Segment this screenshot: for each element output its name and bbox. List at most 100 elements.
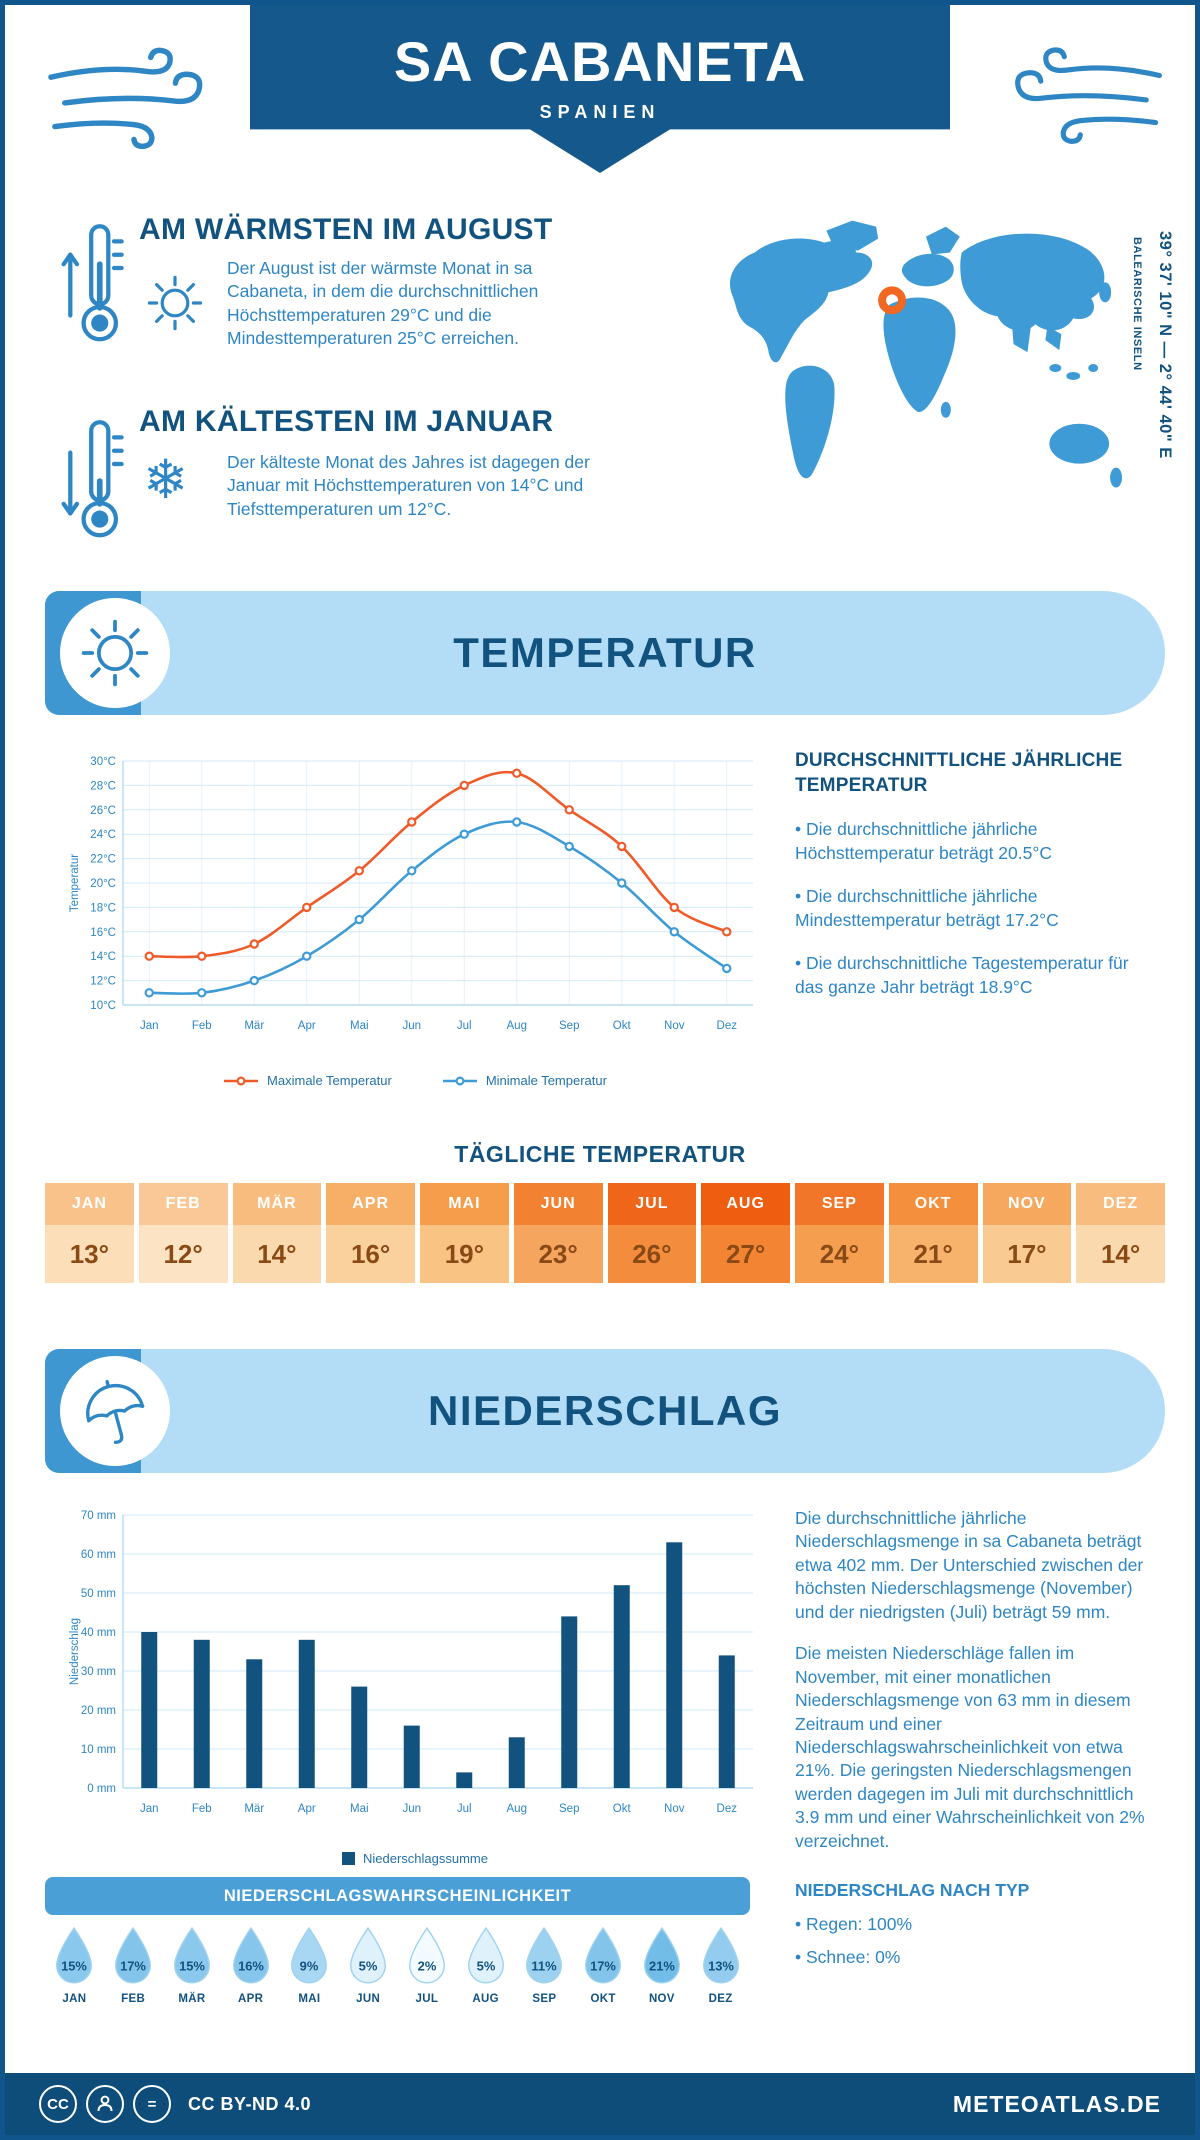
precip-probability-item: 17% FEB xyxy=(104,1925,163,2005)
svg-text:Feb: Feb xyxy=(192,1020,212,1032)
svg-text:Jun: Jun xyxy=(402,1803,421,1815)
sun-badge xyxy=(60,598,170,708)
sun-icon xyxy=(147,275,203,331)
precipitation-paragraph-2: Die meisten Niederschläge fallen im Nove… xyxy=(795,1643,1145,1851)
svg-text:70 mm: 70 mm xyxy=(81,1510,116,1522)
svg-text:5%: 5% xyxy=(476,1958,495,1973)
location-marker xyxy=(878,286,906,315)
daily-temp-value: 19° xyxy=(420,1225,509,1283)
daily-temp-month: JAN xyxy=(45,1183,134,1225)
svg-text:Jan: Jan xyxy=(140,1020,159,1032)
svg-text:5%: 5% xyxy=(359,1958,378,1973)
precipitation-paragraph-1: Die durchschnittliche jährliche Niedersc… xyxy=(795,1508,1144,1622)
page-title: SA CABANETA xyxy=(393,30,807,93)
svg-text:12°C: 12°C xyxy=(90,976,116,988)
daily-temp-value: 26° xyxy=(607,1225,697,1283)
page-subtitle: SPANIEN xyxy=(539,102,661,122)
svg-text:Aug: Aug xyxy=(507,1020,527,1032)
svg-text:18°C: 18°C xyxy=(90,902,116,914)
daily-temperature-heading: TÄGLICHE TEMPERATUR xyxy=(454,1141,746,1167)
daily-temperature-table: JAN 13° FEB 12° MÄR 14° APR 16° MAI 19° JUN 23° JUL 2… xyxy=(45,1183,1165,1283)
svg-text:60 mm: 60 mm xyxy=(81,1549,116,1561)
precip-probability-item: 15% MÄR xyxy=(163,1925,222,2005)
daily-temp-value: 21° xyxy=(888,1225,978,1283)
svg-text:16°C: 16°C xyxy=(90,927,116,939)
svg-text:15%: 15% xyxy=(179,1958,205,1973)
svg-text:21%: 21% xyxy=(649,1958,675,1973)
daily-temp-value: 16° xyxy=(326,1225,415,1283)
water-drop-icon: 15% xyxy=(56,1926,93,1984)
svg-text:17%: 17% xyxy=(590,1958,616,1973)
precip-probability-month: APR xyxy=(238,1993,264,2005)
svg-text:11%: 11% xyxy=(532,1958,558,1973)
region-label: BALEARISCHE INSELN xyxy=(1131,237,1143,371)
svg-text:17%: 17% xyxy=(120,1958,146,1973)
daily-temp-month: NOV xyxy=(982,1183,1072,1225)
daily-temp-value: 23° xyxy=(513,1225,603,1283)
legend-item: Maximale Temperatur xyxy=(223,1073,392,1088)
umbrella-badge xyxy=(60,1356,170,1466)
svg-text:Mär: Mär xyxy=(244,1803,264,1815)
precipitation-section-banner: NIEDERSCHLAG xyxy=(45,1349,1165,1473)
svg-text:14°C: 14°C xyxy=(90,951,116,963)
daily-temp-month: FEB xyxy=(138,1183,228,1225)
svg-text:9%: 9% xyxy=(300,1958,319,1973)
snowflake-icon: ❄ xyxy=(143,450,189,510)
daily-temp-value: 24° xyxy=(795,1225,884,1283)
cc-icon: CC xyxy=(39,2085,77,2123)
snow-share-bullet: Schnee: 0% xyxy=(795,1946,1147,1969)
daily-temp-column: JUN 23° xyxy=(513,1183,603,1283)
svg-text:Okt: Okt xyxy=(613,1020,632,1032)
precipitation-type-heading: NIEDERSCHLAG NACH TYP xyxy=(795,1880,1030,1901)
precip-probability-month: MÄR xyxy=(178,1993,206,2005)
header-banner: SA CABANETA SPANIEN xyxy=(250,5,950,173)
daily-temp-value: 27° xyxy=(701,1225,790,1283)
wind-icon xyxy=(48,47,203,149)
daily-temp-column: MAI 19° xyxy=(420,1183,509,1283)
coordinates-label: 39° 37' 10" N — 2° 44' 40" E xyxy=(1156,231,1174,459)
svg-text:Jan: Jan xyxy=(140,1803,159,1815)
daily-temp-month: MÄR xyxy=(232,1183,322,1225)
water-drop-icon: 2% xyxy=(408,1926,445,1984)
temperature-line-chart: 10°C 12°C 14°C 16°C 18°C 20°C 22°C 24°C 26°C 28°C… xyxy=(69,756,753,1032)
legend-item: Minimale Temperatur xyxy=(442,1073,607,1088)
precip-probability-month: JAN xyxy=(62,1993,87,2005)
water-drop-icon: 9% xyxy=(291,1926,328,1984)
svg-text:0 mm: 0 mm xyxy=(87,1783,116,1795)
svg-text:Nov: Nov xyxy=(664,1803,685,1815)
precip-probability-item: 16% APR xyxy=(221,1925,280,2005)
world-map xyxy=(730,220,1123,488)
daily-temp-column: SEP 24° xyxy=(795,1183,884,1283)
water-drop-icon: 5% xyxy=(350,1926,387,1984)
annual-max-bullet: Die durchschnittliche jährliche Höchstte… xyxy=(795,818,1147,865)
daily-temp-column: MÄR 14° xyxy=(232,1183,322,1283)
temperature-section-banner: TEMPERATUR xyxy=(45,591,1165,715)
precip-probability-item: 9% MAI xyxy=(280,1925,339,2005)
no-derivatives-icon: = xyxy=(133,2085,171,2123)
svg-text:13%: 13% xyxy=(708,1958,734,1973)
water-drop-icon: 11% xyxy=(526,1926,563,1984)
daily-temp-column: JUL 26° xyxy=(607,1183,697,1283)
daily-temp-value: 17° xyxy=(982,1225,1072,1283)
svg-text:Jul: Jul xyxy=(457,1020,472,1032)
svg-text:Dez: Dez xyxy=(717,1803,738,1815)
precip-probability-month: AUG xyxy=(472,1993,499,2005)
warmest-text: Der August ist der wärmste Monat in sa C… xyxy=(227,258,539,349)
svg-text:20 mm: 20 mm xyxy=(81,1705,116,1717)
water-drop-icon: 17% xyxy=(585,1926,622,1984)
water-drop-icon: 13% xyxy=(702,1926,739,1984)
brand-label: METEOATLAS.DE xyxy=(952,2090,1161,2117)
precip-probability-month: JUL xyxy=(415,1993,439,2005)
water-drop-icon: 16% xyxy=(232,1926,269,1984)
wind-icon xyxy=(1015,47,1162,144)
svg-text:Aug: Aug xyxy=(507,1803,527,1815)
rain-share-bullet: Regen: 100% xyxy=(795,1913,1147,1936)
svg-text:10°C: 10°C xyxy=(90,1000,116,1012)
svg-text:24°C: 24°C xyxy=(90,829,116,841)
probability-drops-row: 15% JAN 17% FEB 15% MÄR 16% APR 9% MAI 5% JUN 2% JUL 5… xyxy=(45,1925,750,2005)
svg-text:2%: 2% xyxy=(418,1958,437,1973)
precip-probability-item: 21% NOV xyxy=(633,1925,692,2005)
thermometer-cold-icon xyxy=(61,420,124,538)
svg-text:Jun: Jun xyxy=(402,1020,421,1032)
